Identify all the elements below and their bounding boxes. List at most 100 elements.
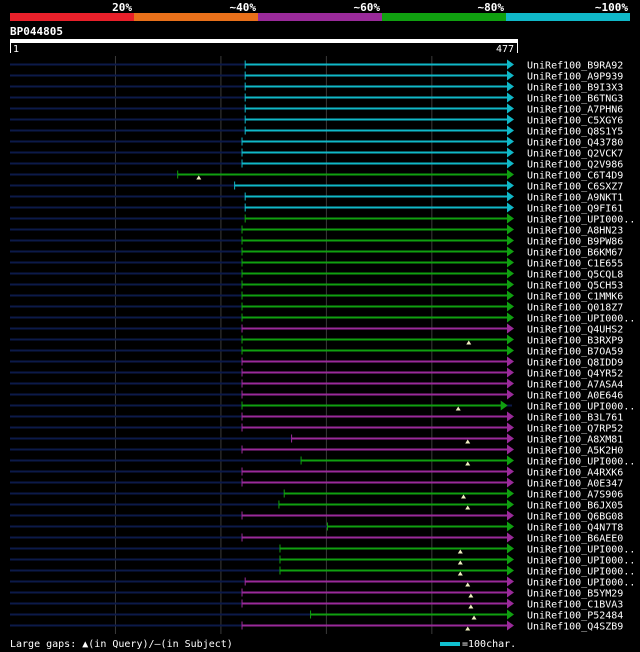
hit-label: UniRef100_A9NKT1 [527, 193, 623, 204]
hit-row: UniRef100_A8XM81 [10, 433, 623, 446]
query-gap-marker [460, 494, 466, 499]
hit-row: UniRef100_A8HN23 [10, 224, 623, 237]
hit-label: UniRef100_C1BVA3 [527, 600, 623, 611]
query-bar [10, 39, 518, 43]
identity-legend: 20% ~40% ~60% ~80% ~100% [10, 1, 630, 21]
hit-label: UniRef100_A5K2H0 [527, 446, 623, 457]
hit-label: UniRef100_UPI000.. [527, 578, 635, 589]
hit-row: UniRef100_UPI000.. [10, 576, 635, 589]
query-gap-marker [468, 604, 474, 609]
hit-arrowhead [500, 400, 508, 411]
hit-arrowhead [507, 466, 514, 477]
hit-arrowhead [507, 180, 514, 191]
hit-label: UniRef100_UPI000.. [527, 545, 635, 556]
hit-label: UniRef100_UPI000.. [527, 457, 635, 468]
hit-label: UniRef100_C6T4D9 [527, 171, 623, 182]
hit-row: UniRef100_C6T4D9 [10, 169, 623, 182]
hit-arrowhead [507, 103, 514, 114]
hit-arrowhead [507, 565, 514, 576]
hit-label: UniRef100_A0E646 [527, 391, 623, 402]
hit-arrowhead [507, 235, 514, 246]
query-gap-marker [465, 626, 471, 631]
hit-row: UniRef100_A9NKT1 [10, 191, 623, 204]
query-gap-marker [457, 571, 463, 576]
triangle-glyph-icon: ▲ [82, 639, 88, 650]
query-gap-marker [457, 549, 463, 554]
hit-arrowhead [507, 59, 514, 70]
hit-label: UniRef100_Q8IDD9 [527, 358, 623, 369]
hit-label: UniRef100_Q43780 [527, 138, 623, 149]
hit-row: UniRef100_Q4N7T8 [10, 521, 623, 534]
hit-label: UniRef100_B3RXP9 [527, 336, 623, 347]
footer-scale-text: =100char. [462, 639, 516, 650]
hit-arrowhead [507, 323, 514, 334]
hit-arrowhead [507, 444, 514, 455]
hit-row: UniRef100_Q5CH53 [10, 279, 623, 292]
hit-row: UniRef100_UPI000.. [10, 565, 635, 578]
hit-label: UniRef100_A8HN23 [527, 226, 623, 237]
hit-arrowhead [507, 477, 514, 488]
hit-label: UniRef100_Q9FI61 [527, 204, 623, 215]
hit-arrowhead [507, 202, 514, 213]
hit-row: UniRef100_B9I3X3 [10, 81, 623, 94]
hit-arrowhead [507, 554, 514, 565]
hit-label: UniRef100_B6KM67 [527, 248, 623, 259]
hit-arrowhead [507, 70, 514, 81]
hit-row: UniRef100_P52484 [10, 609, 623, 622]
hit-row: UniRef100_Q8S1Y5 [10, 125, 623, 138]
hit-label: UniRef100_B3L761 [527, 413, 623, 424]
hit-row: UniRef100_UPI000.. [10, 400, 635, 413]
hit-label: UniRef100_B6JX05 [527, 501, 623, 512]
hit-arrowhead [507, 543, 514, 554]
hit-label: UniRef100_Q5CH53 [527, 281, 623, 292]
hit-arrowhead [507, 499, 514, 510]
legend-label: 20% [112, 1, 132, 14]
legend-swatch [382, 13, 506, 21]
hit-row: UniRef100_A7ASA4 [10, 378, 623, 391]
hit-label: UniRef100_A7S906 [527, 490, 623, 501]
hit-row: UniRef100_Q9FI61 [10, 202, 623, 215]
hit-row: UniRef100_B9RA92 [10, 59, 623, 72]
hit-arrowhead [507, 301, 514, 312]
hit-label: UniRef100_P52484 [527, 611, 623, 622]
scale-bar-icon [440, 642, 460, 646]
hit-row: UniRef100_UPI000.. [10, 543, 635, 556]
hit-arrowhead [507, 312, 514, 323]
hit-label: UniRef100_Q4N7T8 [527, 523, 623, 534]
hit-arrowhead [507, 169, 514, 180]
hit-row: UniRef100_B7OA59 [10, 345, 623, 358]
hit-arrowhead [507, 334, 514, 345]
hit-label: UniRef100_C5XGY6 [527, 116, 623, 127]
hit-row: UniRef100_A4RXK6 [10, 466, 623, 479]
hit-row: UniRef100_Q4SZB9 [10, 620, 623, 633]
hit-label: UniRef100_A7ASA4 [527, 380, 623, 391]
footer-gaps-label: Large gaps: [10, 639, 82, 650]
hit-label: UniRef100_C6SXZ7 [527, 182, 623, 193]
hit-label: UniRef100_Q8S1Y5 [527, 127, 623, 138]
hit-row: UniRef100_Q018Z7 [10, 301, 623, 314]
hit-arrowhead [507, 279, 514, 290]
legend-swatch [134, 13, 258, 21]
hit-arrowhead [507, 598, 514, 609]
hit-row: UniRef100_C5XGY6 [10, 114, 623, 127]
hit-label: UniRef100_B7OA59 [527, 347, 623, 358]
hit-label: UniRef100_C1E655 [527, 259, 623, 270]
query-gap-marker [465, 582, 471, 587]
hit-label: UniRef100_A9P939 [527, 72, 623, 83]
hit-row: UniRef100_C6SXZ7 [10, 180, 623, 193]
hit-row: UniRef100_Q43780 [10, 136, 623, 149]
dash-glyph-icon: — [155, 639, 162, 650]
query-gap-marker [466, 340, 472, 345]
hit-row: UniRef100_Q4YR52 [10, 367, 623, 380]
hit-row: UniRef100_C1BVA3 [10, 598, 623, 611]
hit-label: UniRef100_A7PHN6 [527, 105, 623, 116]
hit-row: UniRef100_Q2V986 [10, 158, 623, 171]
hit-row: UniRef100_B6AEE0 [10, 532, 623, 545]
hit-label: UniRef100_Q7RP52 [527, 424, 623, 435]
hit-label: UniRef100_UPI000.. [527, 314, 635, 325]
hit-arrowhead [507, 455, 514, 466]
footer-gap-subject: (in Subject) [161, 639, 233, 650]
legend-label: ~60% [354, 1, 381, 14]
hit-arrowhead [507, 576, 514, 587]
hit-label: UniRef100_UPI000.. [527, 402, 635, 413]
